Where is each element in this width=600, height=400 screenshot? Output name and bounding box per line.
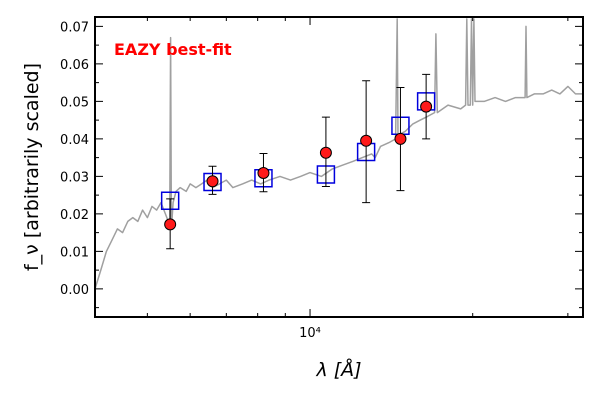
circle-marker: [319, 146, 332, 159]
x-tick-label: 10⁴: [299, 326, 321, 341]
y-tick-label: 0.00: [60, 283, 89, 298]
spectrum-line: [94, 18, 583, 290]
x-axis-title: λ [Å]: [315, 358, 361, 381]
y-tick-label: 0.02: [60, 208, 89, 223]
y-tick-label: 0.06: [60, 58, 89, 73]
plot-frame: [94, 16, 584, 318]
y-tick-label: 0.03: [60, 170, 89, 185]
model-photometry-series: [160, 92, 436, 210]
y-tick-label: 0.01: [60, 245, 89, 260]
y-tick-labels: 0.00 0.01 0.02 0.03 0.04 0.05 0.06 0.07: [60, 20, 89, 298]
y-tick-label: 0.05: [60, 95, 89, 110]
error-bars: [166, 73, 431, 250]
model-spectrum: [94, 18, 583, 290]
circle-marker: [394, 132, 407, 145]
y-axis-title: f_ν [arbitrarily scaled]: [21, 63, 43, 271]
axis-ticks: [95, 17, 583, 317]
circle-marker: [257, 167, 270, 179]
observed-photometry-series: [164, 100, 433, 231]
circle-marker: [420, 100, 433, 113]
circle-marker: [164, 218, 177, 231]
y-tick-label: 0.04: [60, 133, 89, 148]
circle-marker: [206, 175, 219, 188]
y-tick-label: 0.07: [60, 20, 89, 35]
x-tick-labels: 10⁴: [299, 326, 321, 341]
circle-marker: [360, 134, 373, 147]
annotation-label: EAZY best-fit: [114, 40, 232, 59]
